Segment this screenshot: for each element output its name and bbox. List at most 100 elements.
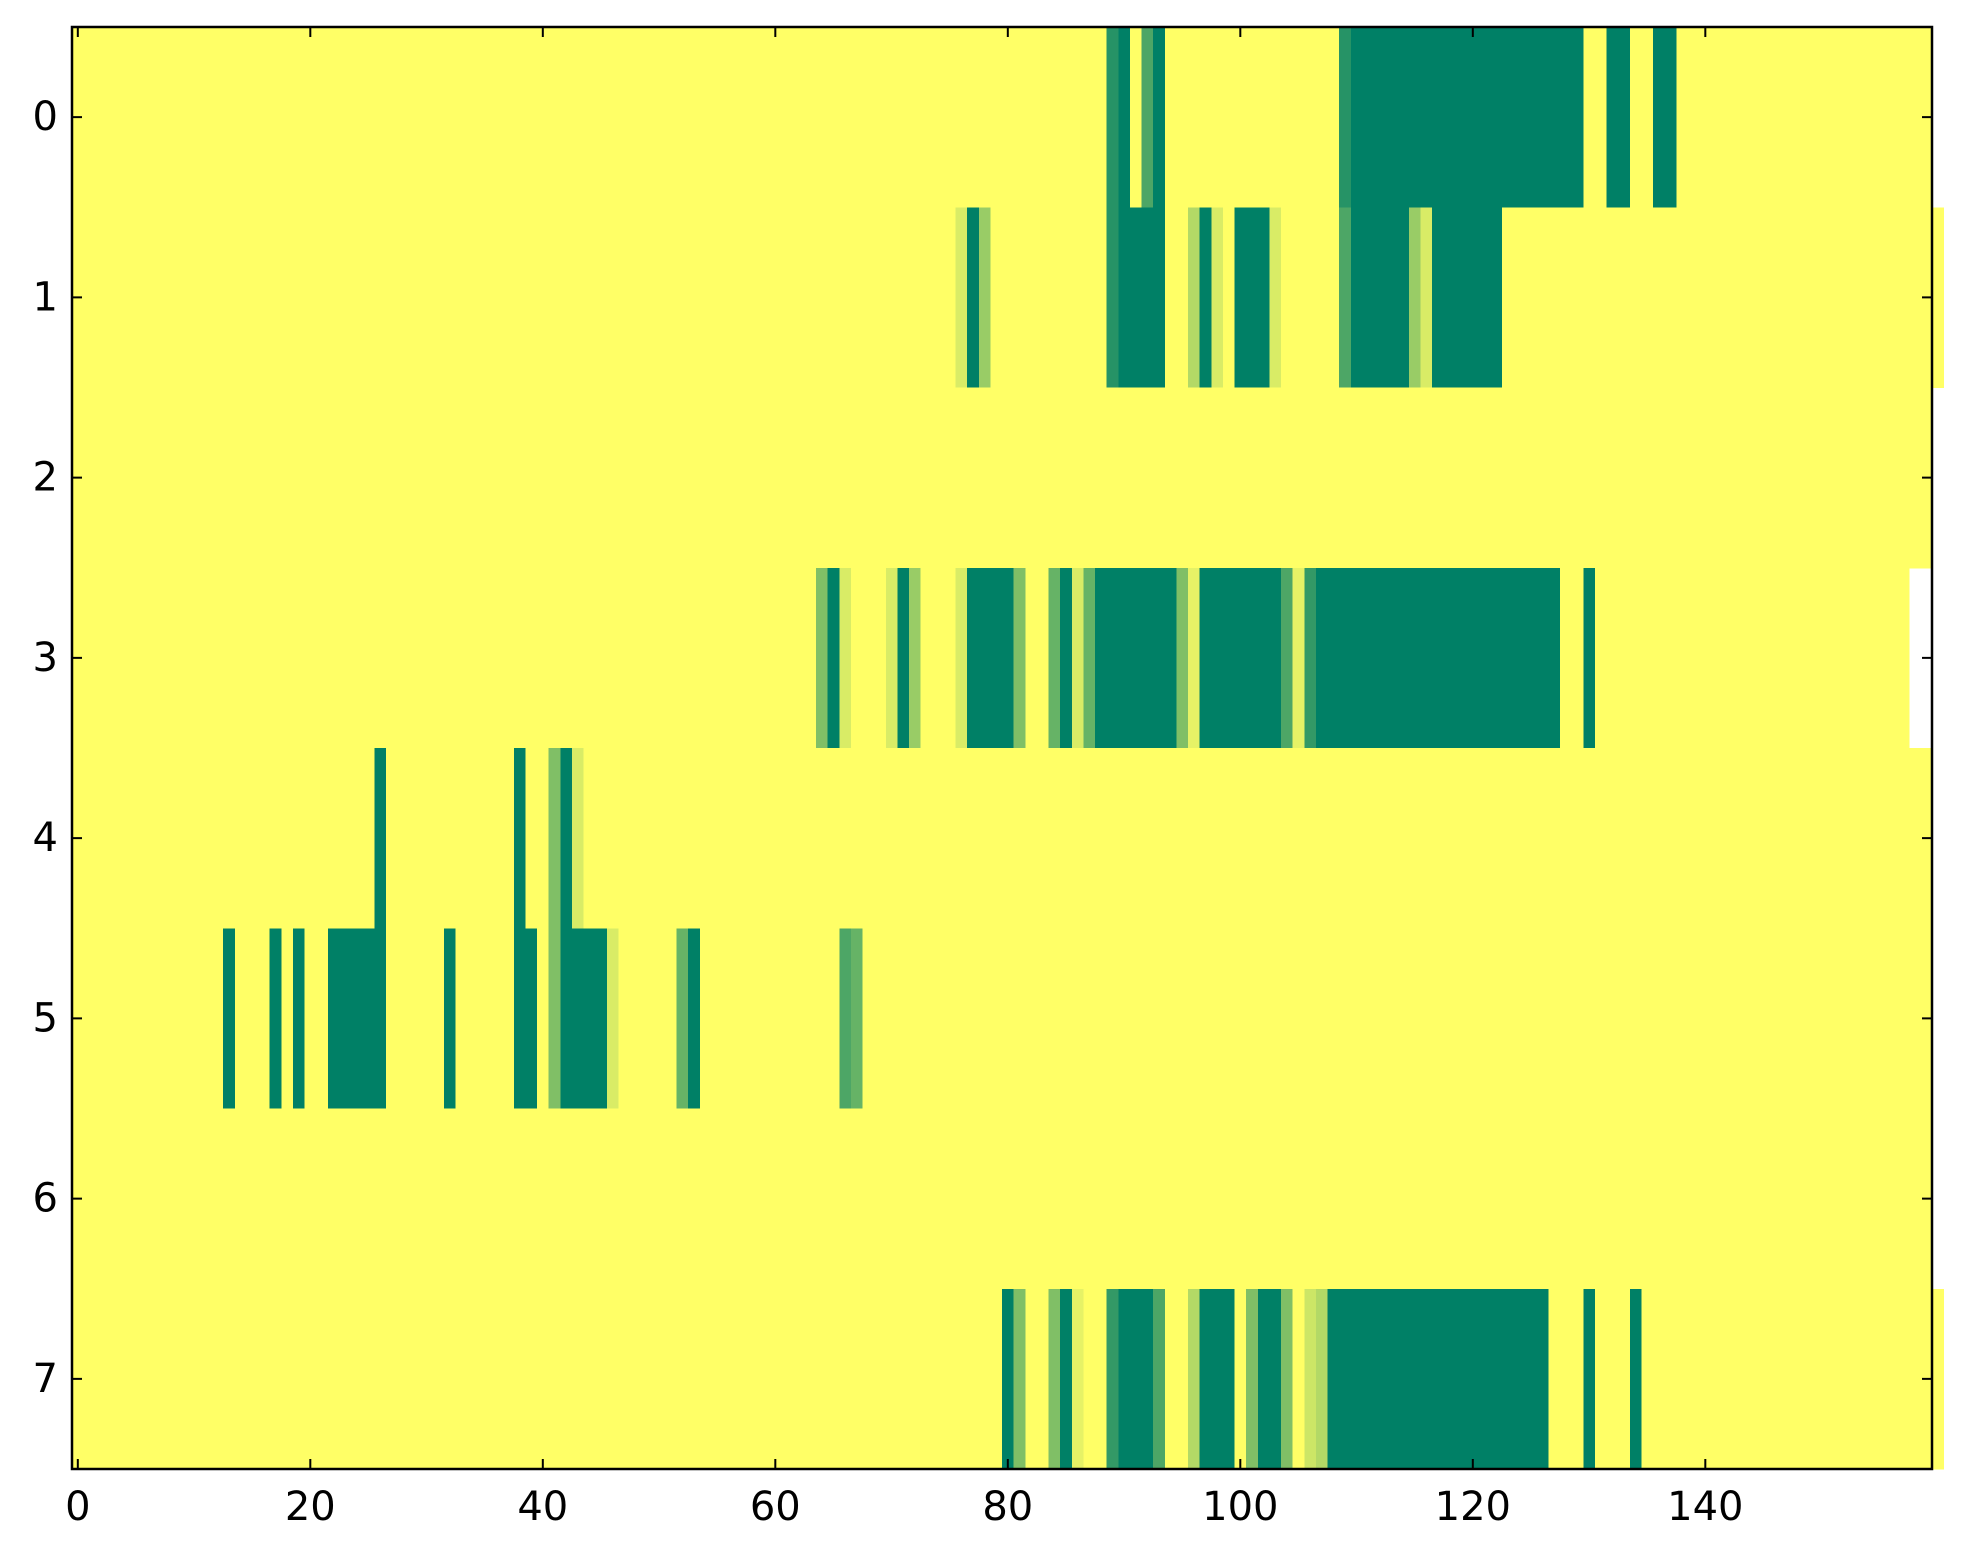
- cell: [1548, 1108, 1561, 1290]
- cell: [258, 928, 271, 1110]
- cell: [1525, 1108, 1538, 1290]
- cell: [502, 748, 515, 929]
- cell: [723, 928, 736, 1110]
- cell: [1455, 27, 1468, 208]
- cell: [176, 567, 189, 749]
- cell: [1141, 928, 1154, 1110]
- cell: [455, 1108, 468, 1290]
- cell: [1129, 27, 1143, 208]
- cell: [1025, 27, 1038, 208]
- cell: [1455, 1288, 1468, 1470]
- cell: [385, 928, 399, 1110]
- cell: [199, 748, 213, 929]
- cell: [1443, 567, 1456, 749]
- cell: [1594, 27, 1608, 208]
- cell: [502, 1288, 515, 1470]
- cell: [571, 207, 585, 389]
- cell: [118, 1288, 131, 1470]
- cell: [327, 27, 340, 208]
- cell: [1839, 928, 1852, 1110]
- cell: [641, 1288, 654, 1470]
- cell: [839, 387, 852, 569]
- cell: [1478, 748, 1491, 929]
- cell: [757, 207, 771, 389]
- cell: [1397, 207, 1410, 389]
- cell: [943, 387, 957, 569]
- cell: [1013, 1108, 1026, 1290]
- cell: [839, 748, 852, 929]
- cell: [1641, 27, 1654, 208]
- cell: [1188, 748, 1201, 929]
- cell: [1501, 27, 1515, 208]
- cell: [1350, 27, 1363, 208]
- cell: [1188, 928, 1201, 1110]
- x-tick-label: 80: [982, 1484, 1033, 1530]
- cell: [1839, 748, 1852, 929]
- cell: [165, 207, 178, 389]
- cell: [130, 928, 143, 1110]
- cell: [199, 567, 213, 749]
- cell: [1513, 567, 1526, 749]
- cell: [653, 27, 666, 208]
- cell: [711, 567, 724, 749]
- cell: [537, 387, 550, 569]
- cell: [95, 387, 108, 569]
- cell: [1292, 1288, 1305, 1470]
- cell: [548, 27, 561, 208]
- cell: [455, 207, 468, 389]
- cell: [281, 207, 294, 389]
- cell: [1687, 1288, 1701, 1470]
- cell: [850, 567, 864, 749]
- cell: [664, 567, 678, 749]
- cell: [1002, 748, 1015, 929]
- cell: [176, 1108, 189, 1290]
- cell: [967, 748, 980, 929]
- cell: [1653, 387, 1666, 569]
- cell: [176, 748, 189, 929]
- cell: [978, 387, 991, 569]
- cell: [525, 387, 538, 569]
- cell: [1804, 387, 1817, 569]
- cell: [1362, 387, 1375, 569]
- cell: [885, 1108, 898, 1290]
- cell: [978, 27, 991, 208]
- cell: [1490, 387, 1503, 569]
- cell: [1095, 928, 1108, 1110]
- cell: [409, 928, 422, 1110]
- cell: [1594, 928, 1608, 1110]
- cell: [83, 387, 96, 569]
- cell: [1536, 27, 1549, 208]
- cell: [246, 1288, 259, 1470]
- cell: [618, 207, 631, 389]
- cell: [1734, 27, 1747, 208]
- cell: [1304, 928, 1317, 1110]
- cell: [769, 567, 782, 749]
- cell: [595, 387, 608, 569]
- cell: [1583, 387, 1596, 569]
- cell: [1525, 567, 1538, 749]
- cell: [1478, 928, 1491, 1110]
- cell: [1594, 387, 1608, 569]
- cell: [1095, 27, 1108, 208]
- cell: [1734, 567, 1747, 749]
- cell: [1269, 748, 1282, 929]
- cell: [1420, 567, 1433, 749]
- cell: [106, 748, 120, 929]
- cell: [234, 207, 247, 389]
- cell: [1571, 27, 1584, 208]
- cell: [1129, 567, 1143, 749]
- cell: [734, 748, 747, 929]
- cell: [1827, 27, 1840, 208]
- cell: [502, 1108, 515, 1290]
- cell: [246, 387, 259, 569]
- cell: [606, 928, 619, 1110]
- cell: [223, 928, 236, 1110]
- cell: [1687, 928, 1701, 1110]
- cell: [362, 1108, 375, 1290]
- cell: [1432, 1108, 1445, 1290]
- cell: [1002, 1108, 1015, 1290]
- cell: [1897, 1288, 1910, 1470]
- cell: [1862, 1288, 1875, 1470]
- cell: [1002, 387, 1015, 569]
- cell: [153, 207, 166, 389]
